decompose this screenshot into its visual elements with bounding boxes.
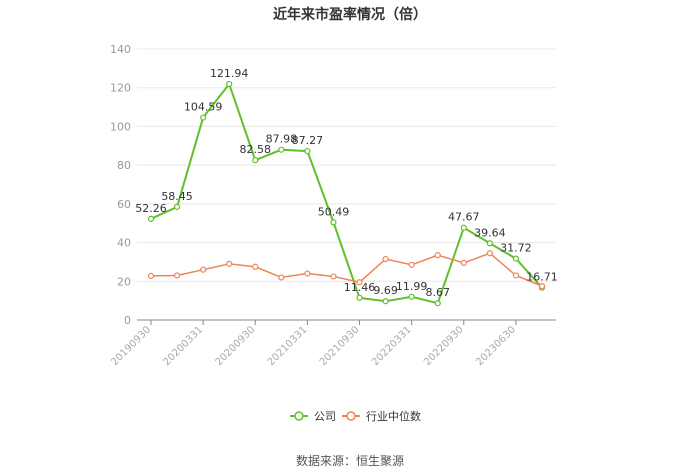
y-tick-label: 120 (110, 82, 131, 95)
data-label: 104.59 (184, 101, 223, 114)
data-point (408, 261, 415, 268)
data-point (356, 294, 363, 301)
data-point (304, 270, 311, 277)
series-line-company (150, 81, 543, 305)
legend-label: 公司 (314, 410, 336, 423)
data-point (512, 255, 520, 262)
x-tick-label: 20220930 (422, 324, 466, 368)
data-label: 50.49 (318, 205, 350, 218)
data-label: 31.72 (500, 242, 532, 255)
y-tick-label: 100 (110, 120, 131, 133)
data-point (173, 272, 181, 279)
x-tick-label: 20200331 (161, 324, 205, 368)
y-tick-label: 80 (117, 159, 131, 172)
data-label: 47.67 (448, 211, 480, 224)
data-label: 11.99 (396, 280, 428, 293)
grid-lines (137, 48, 556, 282)
data-point (200, 114, 207, 121)
data-point (512, 272, 520, 279)
chart-title: 近年来市盈率情况（倍） (273, 7, 427, 23)
data-point (330, 219, 337, 226)
x-tick-label: 20210930 (318, 324, 362, 368)
data-point (173, 203, 181, 210)
data-point (304, 147, 311, 155)
data-point (278, 274, 285, 281)
data-point (434, 252, 441, 259)
x-tick-label: 20220331 (370, 324, 414, 368)
data-point (460, 224, 467, 231)
data-point (252, 157, 259, 164)
series-lines (147, 80, 546, 307)
data-label: 9.69 (373, 284, 398, 297)
data-label: 52.26 (135, 202, 167, 215)
data-point (434, 300, 441, 307)
data-point (486, 240, 493, 247)
data-point (200, 266, 207, 273)
data-point (356, 279, 363, 286)
legend: 公司 行业中位数 (290, 409, 421, 423)
legend-label: 行业中位数 (366, 409, 421, 423)
data-label: 87.98 (266, 133, 298, 146)
y-tick-label: 0 (124, 314, 131, 327)
data-label: 11.46 (344, 281, 376, 294)
series-line-industry-median (150, 252, 543, 287)
data-point (382, 298, 389, 305)
data-label: 16.71 (526, 271, 558, 284)
data-label: 82.58 (240, 143, 272, 156)
x-tick-label: 20200930 (214, 324, 258, 368)
data-point (147, 272, 155, 279)
data-point (460, 259, 467, 266)
data-point (278, 146, 285, 153)
data-point (252, 263, 259, 270)
data-point (226, 260, 233, 267)
data-point (538, 283, 546, 290)
data-label: 58.45 (161, 190, 193, 203)
data-point (486, 250, 493, 257)
legend-swatch-marker (346, 411, 356, 421)
data-label: 121.94 (210, 67, 249, 80)
y-tick-label: 140 (110, 43, 131, 56)
x-tick-label: 20230630 (474, 324, 518, 368)
data-label: 39.64 (474, 226, 506, 239)
y-tick-label: 40 (117, 237, 131, 250)
data-label: 87.27 (292, 134, 324, 147)
data-point (147, 215, 155, 222)
data-point (382, 255, 389, 263)
y-tick-label: 20 (117, 275, 131, 288)
data-point (330, 273, 337, 280)
x-tick-label: 20190930 (109, 324, 153, 368)
data-point (226, 80, 233, 88)
data-point (408, 293, 415, 300)
data-source: 数据来源：恒生聚源 (295, 454, 404, 468)
data-label: 8.67 (425, 286, 450, 299)
y-tick-label: 60 (117, 198, 131, 211)
x-tick-label: 20210331 (266, 324, 310, 368)
legend-swatch-marker (294, 411, 304, 421)
